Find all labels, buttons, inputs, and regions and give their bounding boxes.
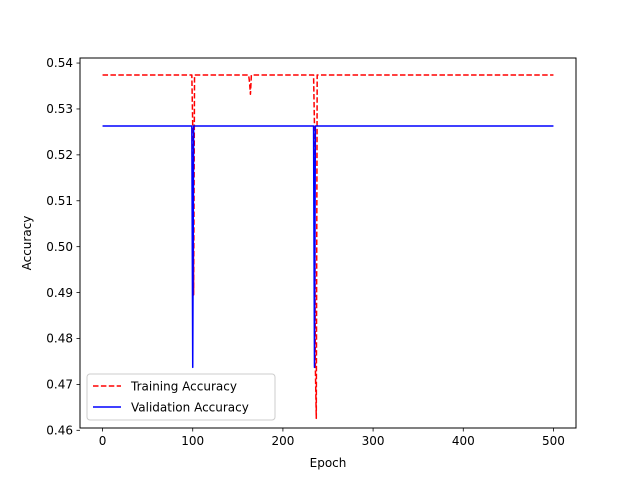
x-tick-label: 300 (362, 434, 385, 448)
y-tick-label: 0.50 (46, 240, 73, 254)
y-tick-label: 0.53 (46, 102, 73, 116)
plot-lines (102, 74, 554, 420)
x-tick-label: 100 (181, 434, 204, 448)
legend-box (86, 373, 276, 421)
y-tick-label: 0.51 (46, 194, 73, 208)
y-axis: 0.46 0.47 0.48 0.49 0.50 0.51 0.52 0.53 0.54 (46, 56, 80, 437)
y-tick-label: 0.47 (46, 378, 73, 392)
legend: Training Accuracy Validation Accuracy (86, 373, 276, 421)
y-axis-label: Accuracy (20, 216, 34, 271)
y-tick-label: 0.52 (46, 148, 73, 162)
plot-frame (79, 57, 577, 429)
x-axis: 0 100 200 300 400 500 (99, 428, 565, 448)
y-tick-label: 0.49 (46, 286, 73, 300)
x-axis-label: Epoch (310, 456, 347, 470)
series-line-validation (102, 125, 554, 369)
legend-label: Training Accuracy (130, 380, 237, 394)
x-tick-label: 200 (271, 434, 294, 448)
x-tick-label: 500 (542, 434, 565, 448)
y-tick-label: 0.54 (46, 56, 73, 70)
x-tick-label: 0 (99, 434, 107, 448)
y-tick-label: 0.46 (46, 423, 73, 437)
legend-label: Validation Accuracy (131, 401, 249, 415)
x-tick-label: 400 (452, 434, 475, 448)
y-tick-label: 0.48 (46, 332, 73, 346)
